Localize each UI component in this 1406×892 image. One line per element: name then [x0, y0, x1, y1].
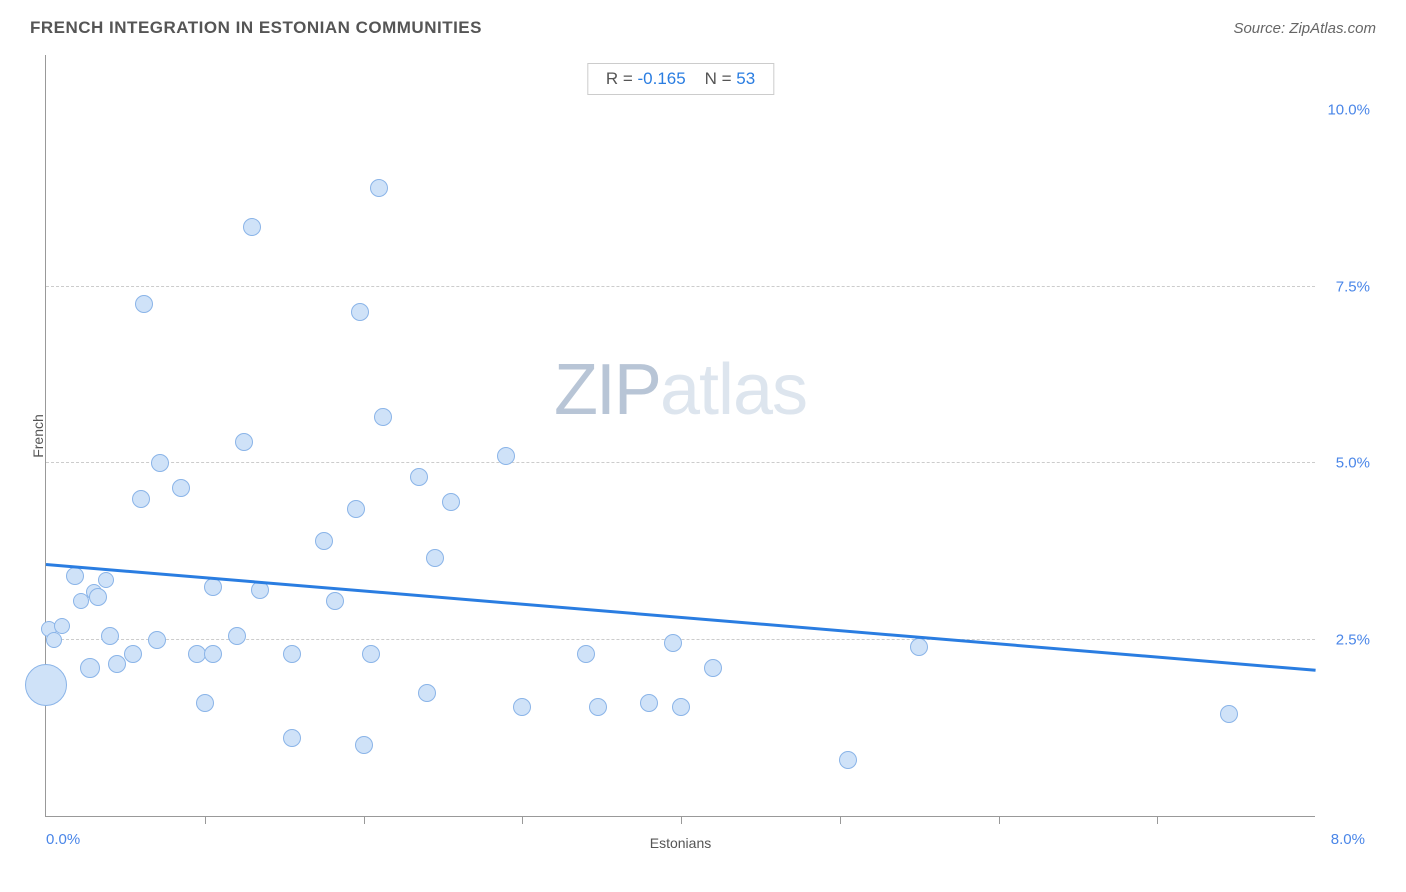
x-axis-label: Estonians: [650, 835, 711, 851]
x-tick: [1157, 816, 1158, 824]
data-point: [89, 588, 107, 606]
x-max-label: 8.0%: [1331, 831, 1365, 848]
data-point: [351, 303, 369, 321]
data-point: [108, 655, 126, 673]
data-point: [204, 578, 222, 596]
chart-title: FRENCH INTEGRATION IN ESTONIAN COMMUNITI…: [30, 18, 482, 38]
watermark-zip: ZIP: [554, 350, 660, 430]
data-point: [426, 549, 444, 567]
data-point: [497, 447, 515, 465]
stats-box: R = -0.165 N = 53: [587, 63, 774, 95]
data-point: [362, 645, 380, 663]
plot-area: R = -0.165 N = 53 ZIPatlas 2.5%5.0%7.5%1…: [45, 55, 1315, 817]
data-point: [664, 634, 682, 652]
gridline: [46, 462, 1315, 463]
data-point: [101, 627, 119, 645]
data-point: [704, 659, 722, 677]
watermark-atlas: atlas: [660, 350, 807, 430]
data-point: [66, 567, 84, 585]
trend-line: [46, 563, 1316, 671]
r-value: -0.165: [637, 69, 685, 88]
data-point: [418, 684, 436, 702]
data-point: [204, 645, 222, 663]
y-tick-label: 10.0%: [1327, 102, 1370, 119]
data-point: [196, 694, 214, 712]
x-tick: [999, 816, 1000, 824]
n-label: N =: [705, 69, 732, 88]
data-point: [513, 698, 531, 716]
data-point: [326, 592, 344, 610]
n-value: 53: [736, 69, 755, 88]
data-point: [25, 664, 67, 706]
y-tick-label: 7.5%: [1336, 278, 1370, 295]
y-axis-label: French: [30, 414, 46, 458]
y-tick-label: 5.0%: [1336, 455, 1370, 472]
data-point: [54, 618, 70, 634]
chart-container: R = -0.165 N = 53 ZIPatlas 2.5% 5.0% 7.5% 1…: [45, 55, 1375, 845]
data-point: [283, 729, 301, 747]
data-point: [124, 645, 142, 663]
x-tick: [205, 816, 206, 824]
data-point: [46, 632, 62, 648]
data-point: [228, 627, 246, 645]
data-point: [589, 698, 607, 716]
data-point: [98, 572, 114, 588]
data-point: [640, 694, 658, 712]
x-tick: [522, 816, 523, 824]
data-point: [148, 631, 166, 649]
y-tick-label: 2.5%: [1336, 631, 1370, 648]
data-point: [442, 493, 460, 511]
data-point: [135, 295, 153, 313]
data-point: [1220, 705, 1238, 723]
data-point: [315, 532, 333, 550]
source-attribution: Source: ZipAtlas.com: [1233, 20, 1376, 37]
data-point: [355, 736, 373, 754]
data-point: [283, 645, 301, 663]
x-tick: [681, 816, 682, 824]
data-point: [347, 500, 365, 518]
data-point: [370, 179, 388, 197]
data-point: [235, 433, 253, 451]
r-label: R =: [606, 69, 633, 88]
data-point: [80, 658, 100, 678]
data-point: [374, 408, 392, 426]
data-point: [151, 454, 169, 472]
data-point: [172, 479, 190, 497]
data-point: [672, 698, 690, 716]
x-tick: [364, 816, 365, 824]
data-point: [243, 218, 261, 236]
data-point: [132, 490, 150, 508]
gridline: [46, 286, 1315, 287]
x-min-label: 0.0%: [46, 831, 80, 848]
watermark: ZIPatlas: [554, 349, 807, 431]
x-tick: [840, 816, 841, 824]
data-point: [410, 468, 428, 486]
data-point: [577, 645, 595, 663]
data-point: [910, 638, 928, 656]
data-point: [839, 751, 857, 769]
